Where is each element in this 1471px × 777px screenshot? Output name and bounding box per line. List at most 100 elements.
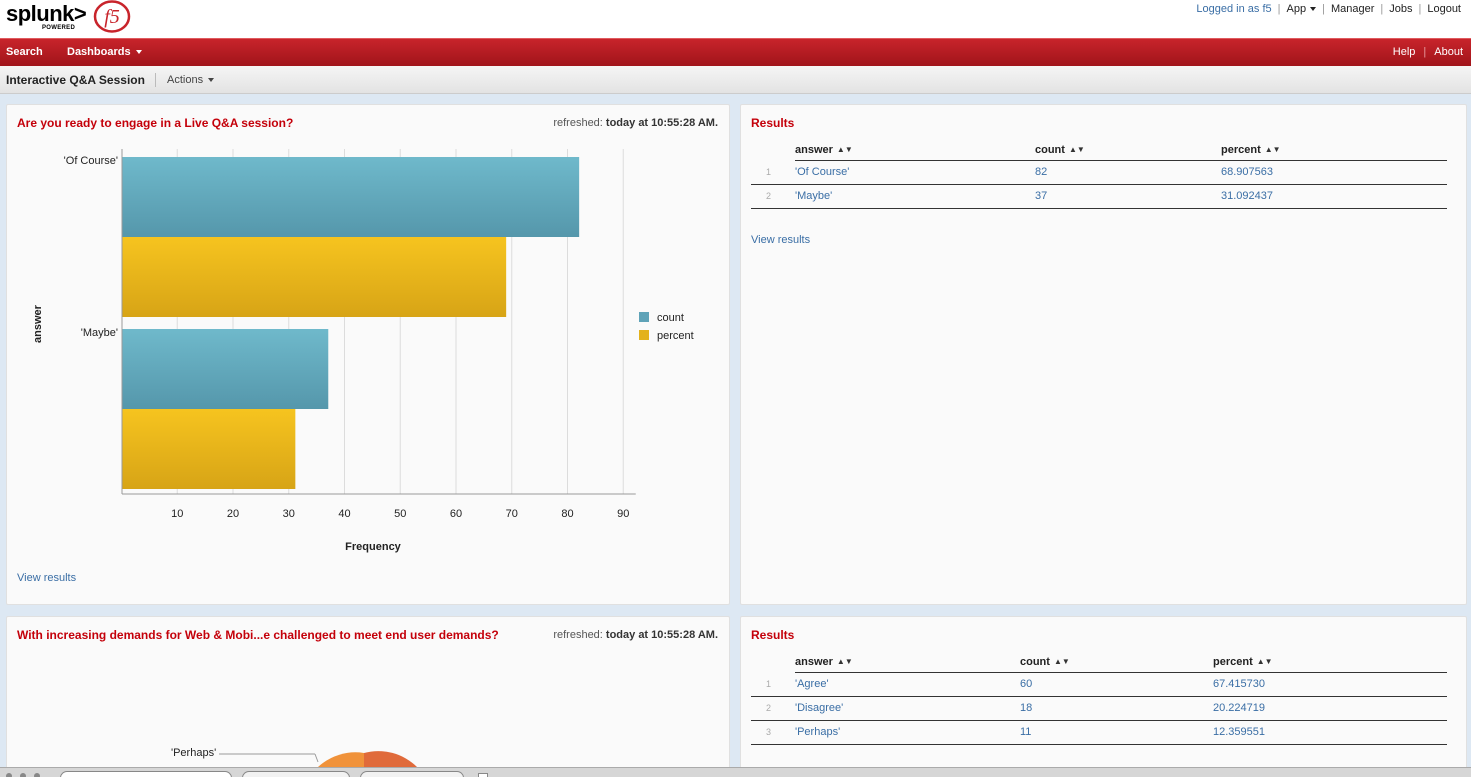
- sort-icon: ▲▼: [836, 656, 853, 666]
- x-tick-label: 20: [227, 508, 239, 520]
- results-title: Results: [751, 628, 795, 642]
- column-header-percent[interactable]: percent ▲▼: [1213, 652, 1447, 673]
- nav-right-links: Help | About: [1392, 46, 1463, 58]
- column-header-count[interactable]: count ▲▼: [1035, 140, 1221, 161]
- results-panel-1: Results answer ▲▼ count ▲▼ percent ▲▼ 1 'Of…: [740, 104, 1467, 605]
- highlight-all-button[interactable]: [360, 771, 464, 777]
- dashboard-header: Interactive Q&A Session Actions: [0, 66, 1471, 94]
- results-panel-2: Results answer ▲▼ count ▲▼ percent ▲▼ 1 'Ag…: [740, 616, 1467, 776]
- column-header-answer[interactable]: answer ▲▼: [795, 140, 1035, 161]
- legend-label: count: [657, 312, 684, 324]
- cell-count[interactable]: 82: [1035, 160, 1221, 185]
- actions-menu[interactable]: Actions: [167, 74, 215, 86]
- cell-count[interactable]: 60: [1020, 672, 1213, 697]
- cell-percent[interactable]: 20.224719: [1213, 696, 1447, 721]
- dot-icon: [34, 773, 40, 777]
- nav-dashboards[interactable]: Dashboards: [67, 46, 142, 58]
- table-row: 1 'Agree' 60 67.415730: [751, 672, 1447, 697]
- sort-icon: ▲▼: [1256, 656, 1273, 666]
- panel-title: Are you ready to engage in a Live Q&A se…: [17, 116, 294, 130]
- pie-chart-panel: With increasing demands for Web & Mobi..…: [6, 616, 730, 777]
- y-axis-title: answer: [32, 304, 44, 343]
- cell-count[interactable]: 37: [1035, 184, 1221, 209]
- row-number: 1: [751, 160, 795, 185]
- row-number: 3: [751, 720, 795, 745]
- legend-swatch-count: [639, 312, 649, 322]
- logo-powered-text: POWERED: [42, 25, 76, 31]
- cell-answer[interactable]: 'Disagree': [795, 696, 1020, 721]
- chevron-down-icon: [135, 50, 142, 55]
- cell-percent[interactable]: 68.907563: [1221, 160, 1447, 185]
- legend-label: percent: [657, 330, 694, 342]
- browser-find-bar: [0, 767, 1471, 777]
- app-menu[interactable]: App: [1287, 3, 1317, 15]
- manager-link[interactable]: Manager: [1330, 3, 1375, 15]
- cell-count[interactable]: 18: [1020, 696, 1213, 721]
- help-link[interactable]: Help: [1392, 46, 1416, 58]
- chart-panel: Are you ready to engage in a Live Q&A se…: [6, 104, 730, 605]
- logged-in-text: Logged in as f5: [1196, 3, 1272, 15]
- sort-icon: ▲▼: [1053, 656, 1070, 666]
- close-icon[interactable]: [6, 773, 12, 777]
- cell-percent[interactable]: 12.359551: [1213, 720, 1447, 745]
- bar-chart: 10 20 30 40 50 60 70 80 90 'Of Course' 'Maybe' Freq…: [32, 149, 694, 553]
- cell-answer[interactable]: 'Perhaps': [795, 720, 1020, 745]
- logo-text: splunk>: [6, 1, 87, 26]
- find-nav-buttons[interactable]: [242, 771, 350, 777]
- cell-percent[interactable]: 31.092437: [1221, 184, 1447, 209]
- splunk-logo[interactable]: splunk> POWERED: [6, 1, 87, 32]
- legend-swatch-percent: [639, 330, 649, 340]
- cell-answer[interactable]: 'Maybe': [795, 184, 1035, 209]
- about-link[interactable]: About: [1434, 46, 1463, 58]
- row-number: 1: [751, 672, 795, 697]
- bar-count: [122, 329, 329, 409]
- cell-percent[interactable]: 67.415730: [1213, 672, 1447, 697]
- view-results-link[interactable]: View results: [17, 572, 77, 584]
- dot-icon: [20, 773, 26, 777]
- column-header-count[interactable]: count ▲▼: [1020, 652, 1213, 673]
- chevron-down-icon: [208, 78, 215, 83]
- f5-logo: f5: [93, 0, 131, 33]
- user-links: Logged in as f5 | App | Manager | Jobs |…: [1196, 3, 1461, 15]
- cell-answer[interactable]: 'Agree': [795, 672, 1020, 697]
- x-tick-label: 40: [338, 508, 350, 520]
- table-row: 3 'Perhaps' 11 12.359551: [751, 720, 1447, 745]
- panel-title: With increasing demands for Web & Mobi..…: [17, 628, 499, 642]
- x-axis-title: Frequency: [345, 541, 402, 553]
- bar-percent: [122, 409, 296, 489]
- row-number: 2: [751, 696, 795, 721]
- pie-label-leader: [314, 753, 319, 763]
- sort-icon: ▲▼: [836, 144, 853, 154]
- nav-search[interactable]: Search: [6, 46, 43, 58]
- top-header: splunk> POWERED f5 Logged in as f5 | App…: [0, 0, 1471, 38]
- results-table: answer ▲▼ count ▲▼ percent ▲▼ 1 'Of Course'…: [751, 140, 1447, 209]
- pie-chart: [219, 751, 417, 777]
- x-tick-label: 80: [561, 508, 573, 520]
- chevron-down-icon: [1310, 7, 1317, 12]
- x-tick-label: 90: [617, 508, 629, 520]
- cell-answer[interactable]: 'Of Course': [795, 160, 1035, 185]
- results-title: Results: [751, 116, 795, 130]
- logout-link[interactable]: Logout: [1427, 3, 1461, 15]
- x-tick-label: 60: [450, 508, 462, 520]
- svg-text:f5: f5: [104, 6, 120, 28]
- y-category-label: 'Maybe': [81, 327, 118, 339]
- jobs-link[interactable]: Jobs: [1389, 3, 1413, 15]
- x-tick-label: 10: [171, 508, 183, 520]
- page-title: Interactive Q&A Session: [6, 73, 145, 87]
- match-case-checkbox[interactable]: [478, 773, 488, 777]
- pie-slice-label: 'Perhaps': [171, 747, 217, 759]
- find-input[interactable]: [60, 771, 232, 777]
- x-tick-label: 50: [394, 508, 406, 520]
- column-header-percent[interactable]: percent ▲▼: [1221, 140, 1447, 161]
- x-tick-label: 70: [506, 508, 518, 520]
- main-nav: Search Dashboards Help | About: [0, 38, 1471, 66]
- view-results-link[interactable]: View results: [751, 234, 811, 246]
- refreshed-text: refreshed: today at 10:55:28 AM.: [553, 629, 718, 641]
- divider: [155, 73, 156, 87]
- x-tick-label: 30: [283, 508, 295, 520]
- column-header-answer[interactable]: answer ▲▼: [795, 652, 1020, 673]
- table-row: 2 'Maybe' 37 31.092437: [751, 184, 1447, 209]
- cell-count[interactable]: 11: [1020, 720, 1213, 745]
- refreshed-text: refreshed: today at 10:55:28 AM.: [553, 117, 718, 129]
